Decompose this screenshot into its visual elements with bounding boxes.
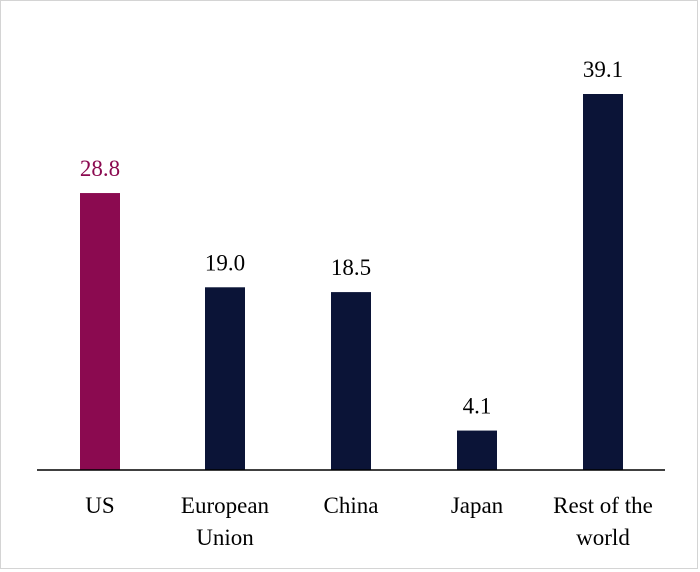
category-label-us: US	[85, 493, 114, 518]
category-labels-group: US European Union China Japan Rest of the worl…	[85, 493, 653, 550]
value-label-japan: 4.1	[463, 394, 492, 419]
category-label-china: China	[324, 493, 379, 518]
bar-us	[80, 193, 120, 471]
bar-japan	[457, 430, 497, 470]
bar-rest-of-the-world	[583, 94, 623, 470]
value-label-european-union: 19.0	[205, 250, 245, 275]
category-label-rest-of-the-world-line-2: world	[576, 525, 630, 550]
bars-group	[80, 94, 623, 471]
value-labels-group: 28.8 19.0 18.5 4.1 39.1	[80, 57, 623, 419]
category-label-european-union-line-1: European	[181, 493, 270, 518]
category-label-rest-of-the-world-line-1: Rest of the	[553, 493, 653, 518]
bar-european-union	[205, 287, 245, 470]
category-label-japan: Japan	[451, 493, 504, 518]
bar-china	[331, 292, 371, 470]
value-label-rest-of-the-world: 39.1	[583, 57, 623, 82]
value-label-us: 28.8	[80, 156, 120, 181]
category-label-european-union-line-2: Union	[196, 525, 254, 550]
value-label-china: 18.5	[331, 255, 371, 280]
